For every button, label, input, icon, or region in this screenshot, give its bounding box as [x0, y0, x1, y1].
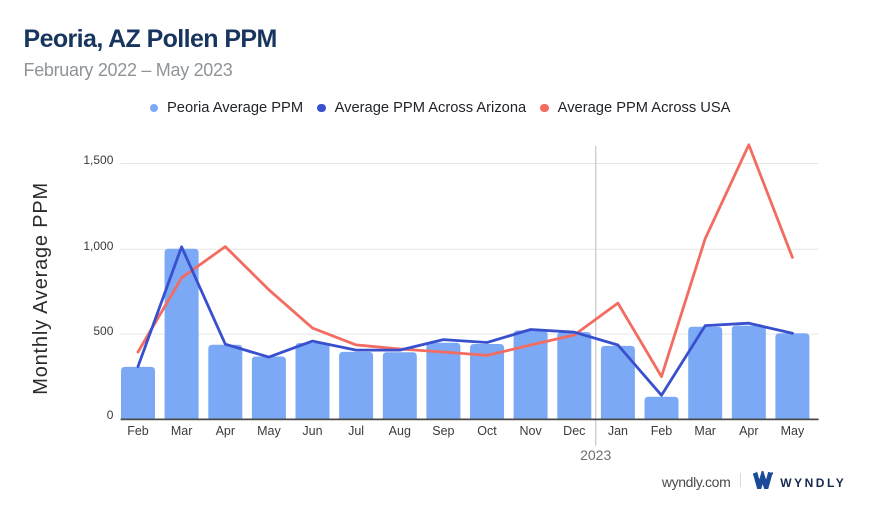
svg-text:Mar: Mar	[694, 424, 716, 438]
svg-text:Apr: Apr	[739, 424, 758, 438]
svg-text:Mar: Mar	[171, 424, 193, 438]
svg-text:Jan: Jan	[608, 424, 628, 438]
svg-text:Nov: Nov	[519, 424, 542, 438]
svg-text:500: 500	[93, 324, 113, 338]
svg-text:Monthly Average PPM: Monthly Average PPM	[30, 182, 52, 395]
svg-text:Dec: Dec	[563, 424, 585, 438]
svg-text:Jul: Jul	[348, 424, 364, 438]
svg-text:0: 0	[107, 408, 114, 422]
svg-text:Oct: Oct	[477, 424, 497, 438]
svg-text:Feb: Feb	[127, 424, 149, 438]
svg-text:1,000: 1,000	[83, 239, 113, 253]
svg-text:Feb: Feb	[651, 424, 673, 438]
svg-text:Aug: Aug	[389, 424, 411, 438]
svg-text:Jun: Jun	[302, 424, 322, 438]
svg-text:May: May	[781, 424, 805, 438]
svg-text:2023: 2023	[580, 447, 611, 463]
svg-text:Sep: Sep	[432, 424, 454, 438]
svg-text:Apr: Apr	[216, 424, 235, 438]
svg-text:May: May	[257, 424, 281, 438]
svg-text:1,500: 1,500	[83, 153, 113, 167]
